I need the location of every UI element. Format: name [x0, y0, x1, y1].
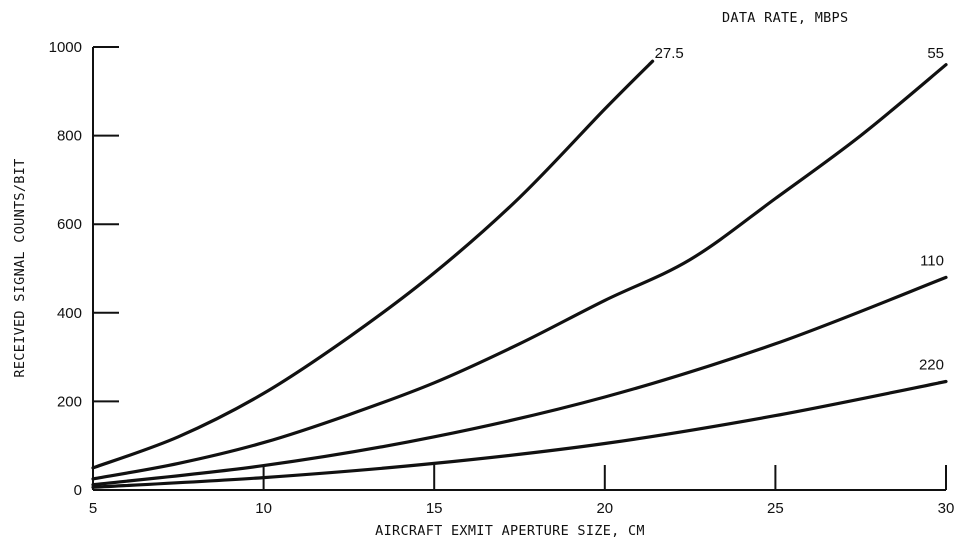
y-axis-title: RECEIVED SIGNAL COUNTS/BIT [12, 158, 28, 377]
axes [92, 47, 946, 491]
x-tick-label-20: 20 [596, 500, 613, 517]
series-label-27-5: 27.5 [655, 45, 684, 62]
x-ticks: 5 10 15 20 25 30 [89, 465, 955, 517]
y-tick-label-200: 200 [57, 393, 82, 410]
series-labels: 27.5 55 110 220 [655, 45, 944, 373]
y-tick-label-600: 600 [57, 216, 82, 233]
series-label-55: 55 [927, 45, 944, 62]
x-tick-label-10: 10 [255, 500, 272, 517]
y-tick-label-400: 400 [57, 305, 82, 322]
x-tick-label-15: 15 [426, 500, 443, 517]
y-ticks: 0 200 400 600 800 1000 [49, 39, 119, 499]
series-lines [91, 59, 948, 489]
y-tick-label-800: 800 [57, 128, 82, 145]
x-tick-label-5: 5 [89, 500, 97, 517]
x-tick-label-30: 30 [938, 500, 955, 517]
y-tick-label-0: 0 [74, 482, 82, 499]
series-label-110: 110 [920, 252, 944, 269]
series-line-110 [91, 275, 948, 487]
series-line-55 [91, 63, 948, 481]
y-tick-label-1000: 1000 [49, 39, 82, 56]
x-axis-title: AIRCRAFT EXMIT APERTURE SIZE, CM [375, 523, 645, 539]
series-label-220: 220 [919, 356, 944, 373]
x-tick-label-25: 25 [767, 500, 784, 517]
legend-title: DATA RATE, MBPS [722, 10, 848, 26]
series-line-27-5 [91, 59, 655, 470]
series-line-220 [91, 379, 948, 489]
